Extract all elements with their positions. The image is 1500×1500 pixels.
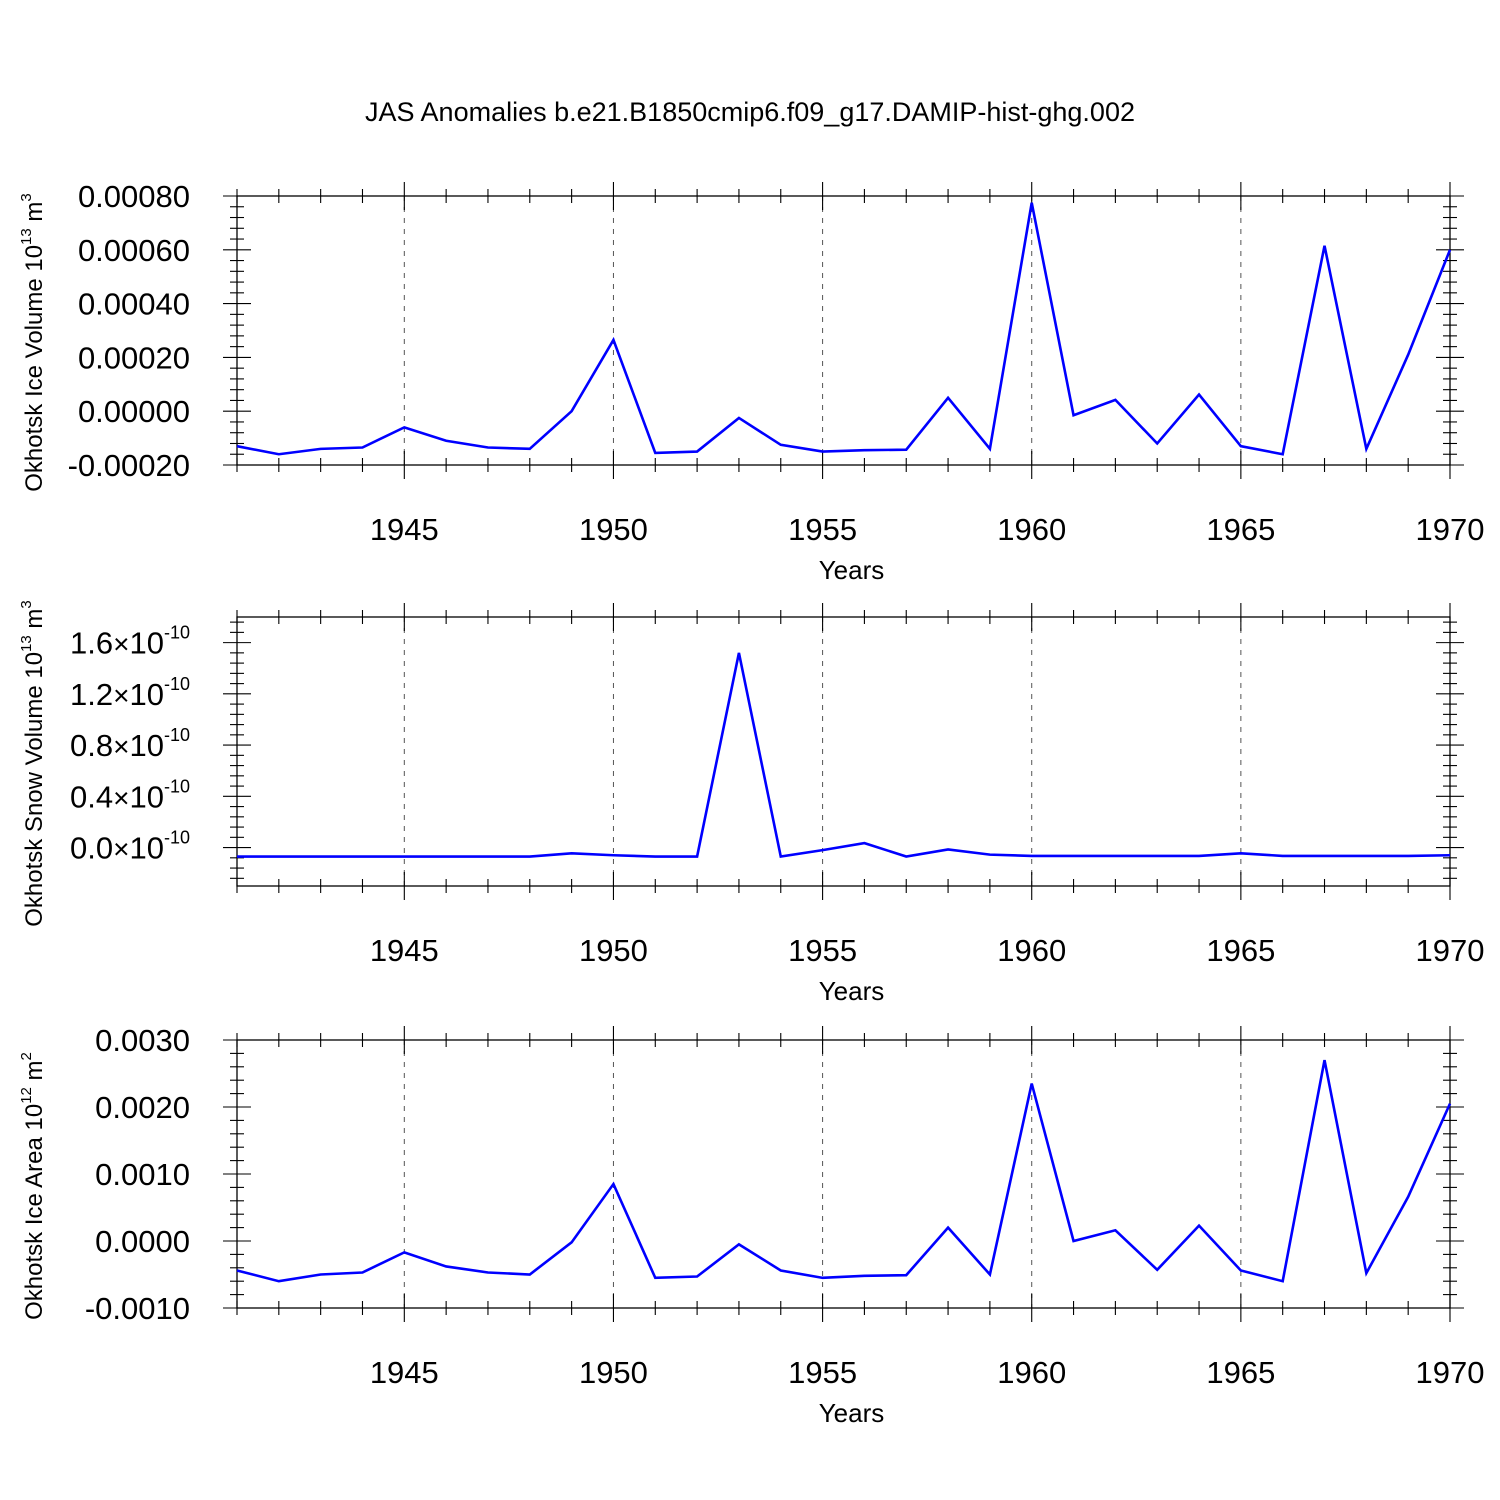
y-axis-label: Okhotsk Snow Volume 1013 m3 [18,600,48,927]
y-tick-label: 0.0030 [95,1023,190,1058]
x-tick-label: 1965 [1206,1355,1275,1390]
y-tick-label: 0.4×10-10 [70,776,190,814]
x-tick-label: 1965 [1206,512,1275,547]
x-tick-label: 1970 [1416,933,1485,968]
plot-frame [236,1039,1451,1309]
x-tick-label: 1960 [997,1355,1066,1390]
chart-panel-3: 1945 1950 1955 1960 1965 1970 Years -0.0010 0.00… [18,1023,1484,1428]
chart-title: JAS Anomalies b.e21.B1850cmip6.f09_g17.D… [365,97,1135,127]
x-tick-label: 1945 [370,512,439,547]
y-tick-label: 0.0×10-10 [70,828,190,866]
x-tick-label: 1960 [997,933,1066,968]
chart-panel-1: 1945 1950 1955 1960 1965 1970 Years -0.00020 0.0… [18,179,1484,585]
y-tick-label: 0.0000 [95,1224,190,1259]
y-tick-label: -0.0010 [85,1291,190,1326]
y-tick-label: 0.00040 [78,287,190,322]
y-axis-label: Okhotsk Ice Volume 1013 m3 [18,193,48,492]
x-tick-label: 1950 [579,512,648,547]
x-tick-label: 1970 [1416,1355,1485,1390]
x-axis-label: Years [819,976,885,1006]
y-tick-label: 0.00060 [78,233,190,268]
y-tick-label: 0.00000 [78,394,190,429]
x-tick-label: 1945 [370,1355,439,1390]
x-tick-label: 1950 [579,933,648,968]
x-tick-label: 1970 [1416,512,1485,547]
y-tick-label: 1.2×10-10 [70,674,190,712]
x-axis-label: Years [819,1398,885,1428]
series-line-1 [236,202,1452,456]
series-line-1 [236,1059,1452,1283]
chart-panel-2: 1945 1950 1955 1960 1965 1970 Years 0.0×10-10 0.… [18,600,1484,1006]
x-tick-label: 1955 [788,933,857,968]
y-tick-label: -0.00020 [68,448,190,483]
plot-frame [236,195,1451,466]
x-tick-label: 1955 [788,512,857,547]
x-tick-label: 1960 [997,512,1066,547]
x-tick-label: 1955 [788,1355,857,1390]
series-line-1 [237,652,1451,859]
y-tick-label: 0.8×10-10 [70,725,190,763]
x-tick-label: 1945 [370,933,439,968]
plot-frame [236,616,1451,887]
x-tick-label: 1950 [579,1355,648,1390]
y-axis-label: Okhotsk Ice Area 1012 m2 [18,1052,48,1320]
x-axis-label: Years [819,555,885,585]
y-tick-label: 0.00020 [78,340,190,375]
y-tick-label: 1.6×10-10 [70,623,190,661]
y-tick-label: 0.00080 [78,179,190,214]
y-tick-label: 0.0010 [95,1157,190,1192]
x-tick-label: 1965 [1206,933,1275,968]
y-tick-label: 0.0020 [95,1090,190,1125]
